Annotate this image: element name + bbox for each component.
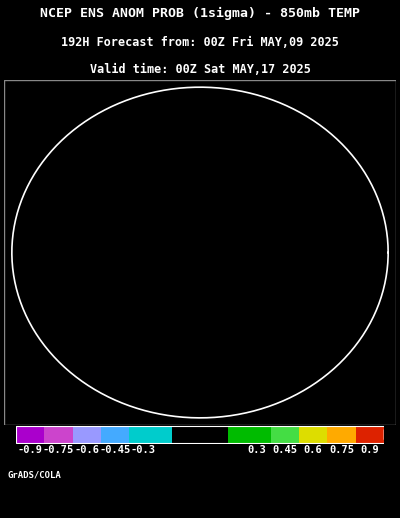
Text: Valid time: 00Z Sat MAY,17 2025: Valid time: 00Z Sat MAY,17 2025	[90, 63, 310, 76]
Text: -0.75: -0.75	[43, 445, 74, 455]
Text: 0.45: 0.45	[272, 445, 298, 455]
Bar	[101, 426, 129, 443]
Bar	[299, 426, 327, 443]
Bar	[271, 426, 299, 443]
Text: 0.6: 0.6	[304, 445, 323, 455]
Text: -0.3: -0.3	[131, 445, 156, 455]
Bar	[16, 426, 44, 443]
Text: 0.75: 0.75	[329, 445, 354, 455]
Text: -0.9: -0.9	[18, 445, 43, 455]
Text: NCEP ENS ANOM PROB (1sigma) - 850mb TEMP: NCEP ENS ANOM PROB (1sigma) - 850mb TEMP	[40, 6, 360, 20]
Bar	[73, 426, 101, 443]
Text: 192H Forecast from: 00Z Fri MAY,09 2025: 192H Forecast from: 00Z Fri MAY,09 2025	[61, 36, 339, 49]
Bar	[228, 426, 271, 443]
Text: 0.9: 0.9	[360, 445, 379, 455]
FancyArrow shape	[384, 426, 395, 443]
Text: GrADS/COLA: GrADS/COLA	[8, 470, 62, 479]
Bar	[172, 426, 228, 443]
Text: -0.45: -0.45	[100, 445, 131, 455]
FancyArrow shape	[5, 426, 16, 443]
Bar	[129, 426, 172, 443]
Text: 0.3: 0.3	[247, 445, 266, 455]
Bar	[327, 426, 356, 443]
Text: -0.6: -0.6	[74, 445, 99, 455]
Bar	[356, 426, 384, 443]
Bar	[44, 426, 73, 443]
